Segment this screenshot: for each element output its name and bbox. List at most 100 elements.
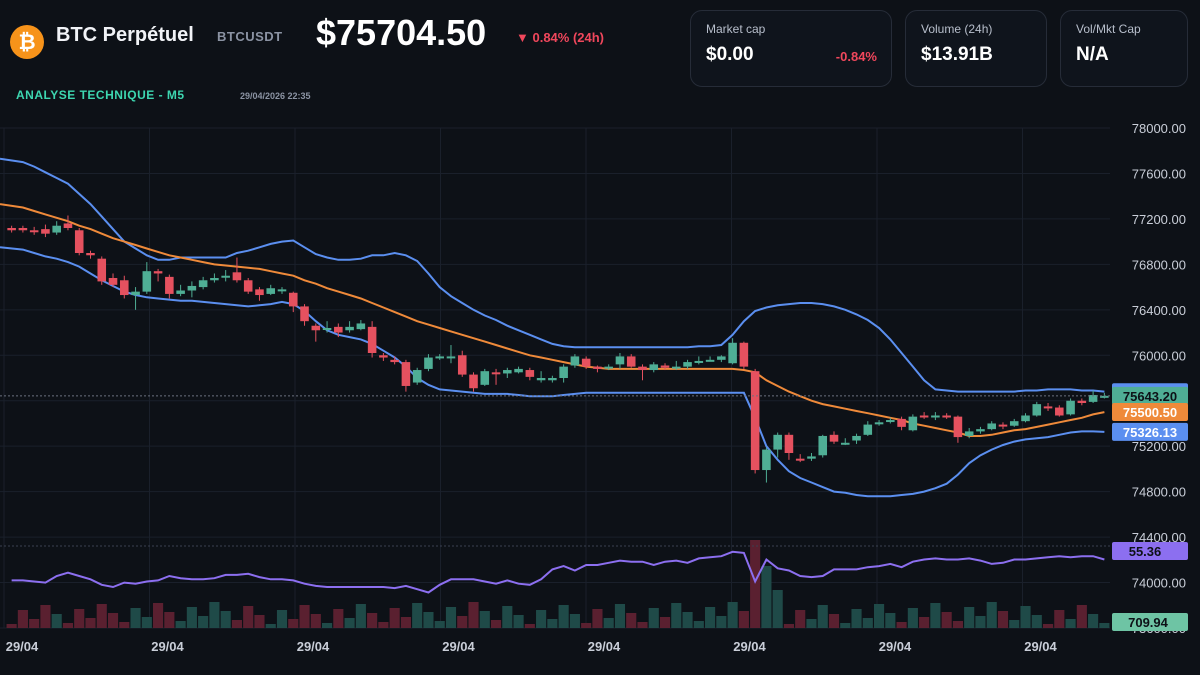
candle-body: [1043, 406, 1053, 409]
volume-bar: [851, 609, 862, 628]
volume-bar: [772, 590, 783, 628]
volume-bar: [119, 622, 130, 628]
y-axis-tick-label: 77200.00: [1132, 212, 1186, 227]
volume-bar: [1076, 605, 1087, 628]
volume-bar: [40, 605, 51, 628]
candle-body: [7, 228, 16, 231]
candle-body: [728, 342, 737, 364]
y-axis-tick-label: 76800.00: [1132, 257, 1186, 272]
volume-bar: [558, 605, 569, 628]
candle-body: [739, 342, 749, 367]
ticker-symbol: BTCUSDT: [217, 29, 283, 44]
volume-bar: [975, 616, 986, 628]
volume-bar: [671, 603, 682, 628]
volume-bar: [536, 610, 547, 628]
volume-bar: [716, 616, 727, 628]
candle-body: [334, 326, 343, 333]
candle-body: [165, 276, 174, 294]
volume-bar: [153, 603, 164, 628]
volume-bar: [209, 602, 220, 628]
candle-body: [1100, 395, 1109, 398]
volume-bar: [400, 617, 411, 628]
candle-body: [120, 280, 129, 296]
volume-bar: [761, 566, 772, 628]
candle-body: [18, 228, 28, 231]
volume-bar: [243, 606, 254, 628]
candle-body: [221, 275, 230, 278]
volume-bar: [423, 612, 434, 628]
price-badge-moving-average-bg: [1112, 403, 1188, 422]
candle-body: [255, 289, 264, 296]
volume-bar: [873, 604, 885, 628]
candle-body: [514, 368, 523, 373]
candle-body: [795, 458, 805, 461]
volume-bar: [817, 605, 828, 628]
volume-bar: [412, 603, 423, 628]
candle-body: [446, 356, 456, 359]
volume-bar: [164, 612, 175, 628]
volume-bar: [659, 617, 671, 628]
candle-body: [660, 365, 670, 368]
page-title: BTC Perpétuel: [56, 24, 194, 46]
rsi-badge-bg: [1112, 542, 1188, 560]
volume-bar: [62, 623, 74, 628]
volume-bar: [840, 623, 851, 628]
bitcoin-logo-icon: ₿: [10, 25, 44, 59]
volume-bar: [1020, 606, 1031, 628]
volume-bar: [569, 614, 580, 628]
vol-mkt-cap-label: Vol/Mkt Cap: [1076, 22, 1141, 36]
volume-bar: [107, 613, 119, 628]
candle-body: [942, 415, 951, 418]
volume-bar: [1088, 614, 1099, 628]
volume-bar: [85, 618, 96, 628]
price-change-24h: ▼ 0.84% (24h): [516, 30, 605, 45]
volume-badge: 709.94: [1128, 615, 1169, 630]
candle-body: [818, 435, 828, 456]
volume-bar: [198, 616, 209, 628]
candle-body: [503, 370, 512, 374]
candle-body: [311, 325, 321, 331]
volume-bar: [321, 623, 333, 628]
candle-body: [63, 223, 73, 228]
candle-body: [29, 230, 39, 233]
candle-body: [886, 420, 895, 423]
candle-body: [840, 442, 850, 445]
volume-bar: [941, 612, 952, 628]
candle-body: [683, 362, 692, 367]
candle-body: [829, 434, 839, 442]
volume-bar: [299, 605, 310, 628]
candle-body: [142, 271, 152, 292]
candle-body: [762, 449, 771, 471]
volume-bar: [648, 608, 659, 628]
candle-body: [784, 434, 794, 453]
candle-body: [1066, 400, 1075, 415]
volume-bar: [614, 604, 626, 628]
price-badge-last-price-bg: [1112, 386, 1188, 405]
candle-body: [322, 328, 332, 330]
candle-body: [705, 359, 715, 362]
candle-body: [964, 431, 974, 436]
candle-body: [153, 271, 163, 274]
volume-bar: [51, 614, 62, 628]
candle-body: [74, 230, 84, 253]
candle-body: [919, 415, 929, 418]
volume-bar: [276, 610, 288, 628]
candle-body: [457, 355, 467, 375]
candle-body: [491, 372, 501, 375]
candle-body: [243, 280, 253, 292]
y-axis-tick-label: 77600.00: [1132, 166, 1186, 181]
volume-bar: [344, 618, 355, 628]
x-axis-tick-label: 29/04: [151, 639, 184, 654]
volume-bar: [806, 619, 817, 628]
volume-bar: [930, 603, 941, 628]
volume-bar: [367, 613, 378, 628]
candle-body: [570, 356, 580, 366]
y-axis-tick-label: 75200.00: [1132, 439, 1186, 454]
price-badge-moving-average: 75500.50: [1123, 405, 1177, 420]
volume-bar: [919, 617, 930, 628]
volume-bar: [490, 620, 502, 628]
candle-body: [581, 358, 591, 367]
candle-body: [288, 292, 298, 307]
volume-bar: [502, 606, 513, 628]
